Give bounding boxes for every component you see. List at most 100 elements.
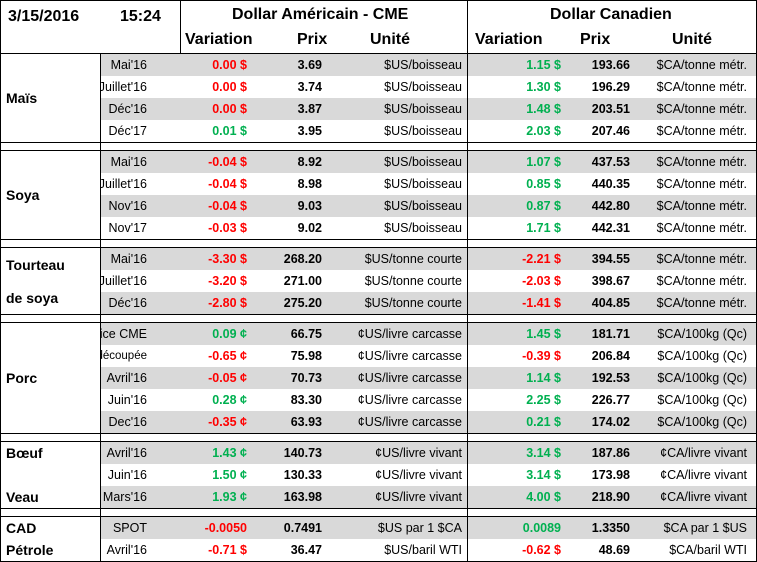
cad-price: 1.3350 bbox=[591, 521, 630, 535]
cad-unit: $CA/100kg (Qc) bbox=[657, 327, 747, 341]
group-label: Soya bbox=[6, 187, 40, 203]
usd-variation: -0.03 $ bbox=[208, 221, 247, 235]
cad-variation: 0.0089 bbox=[522, 521, 561, 535]
cad-variation: -2.21 $ bbox=[522, 252, 561, 266]
cad-section-title: Dollar Canadien bbox=[550, 6, 672, 23]
cad-price: 437.53 bbox=[591, 155, 630, 169]
usd-price: 268.20 bbox=[283, 252, 322, 266]
usd-variation: -0.65 ¢ bbox=[208, 349, 247, 363]
usd-price: 8.92 bbox=[297, 155, 322, 169]
row-shading bbox=[100, 248, 757, 270]
contract-label: Juillet'16 bbox=[100, 274, 147, 288]
usd-price: 3.95 bbox=[297, 124, 322, 138]
row-shading bbox=[100, 442, 757, 464]
usd-price: 130.33 bbox=[283, 468, 322, 482]
usd-col-prix: Prix bbox=[297, 31, 328, 48]
cad-price: 218.90 bbox=[591, 490, 630, 504]
group-label: Bœuf bbox=[6, 445, 43, 461]
cad-price: 226.77 bbox=[591, 393, 630, 407]
cad-price: 398.67 bbox=[591, 274, 630, 288]
cad-variation: 1.48 $ bbox=[526, 102, 561, 116]
contract-label: Juin'16 bbox=[107, 393, 147, 407]
cad-price: 207.46 bbox=[591, 124, 630, 138]
group-separator bbox=[0, 433, 757, 434]
usd-price: 8.98 bbox=[297, 177, 322, 191]
cad-price: 174.02 bbox=[591, 415, 630, 429]
usd-variation: -0.71 $ bbox=[208, 543, 247, 557]
usd-variation: -2.80 $ bbox=[208, 296, 247, 310]
contract-label: Déc'17 bbox=[108, 124, 147, 138]
contract-label: Carcasse découpée bbox=[100, 350, 147, 362]
cad-unit: $CA/baril WTI bbox=[669, 543, 747, 557]
cad-variation: 3.14 $ bbox=[526, 446, 561, 460]
usd-unit: $US/boisseau bbox=[384, 221, 462, 235]
group-label: Veau bbox=[6, 489, 39, 505]
usd-unit: ¢US/livre carcasse bbox=[357, 327, 462, 341]
cad-unit: $CA/tonne métr. bbox=[656, 221, 747, 235]
cad-variation: -1.41 $ bbox=[522, 296, 561, 310]
contract-label: Déc'16 bbox=[108, 102, 147, 116]
usd-variation: 0.01 $ bbox=[212, 124, 247, 138]
contract-label: Avril'16 bbox=[106, 371, 147, 385]
usd-unit: $US/tonne courte bbox=[364, 274, 462, 288]
cad-unit: $CA/tonne métr. bbox=[656, 296, 747, 310]
group-separator bbox=[0, 53, 757, 54]
usd-unit: ¢US/livre carcasse bbox=[357, 371, 462, 385]
cad-unit: $CA/tonne métr. bbox=[656, 58, 747, 72]
cad-unit: $CA/100kg (Qc) bbox=[657, 393, 747, 407]
cad-price: 192.53 bbox=[591, 371, 630, 385]
table-border-left bbox=[0, 0, 1, 562]
cad-variation: 4.00 $ bbox=[526, 490, 561, 504]
group-separator bbox=[0, 508, 757, 509]
usd-unit: ¢US/livre vivant bbox=[375, 446, 462, 460]
cad-unit: $CA/tonne métr. bbox=[656, 252, 747, 266]
cad-unit: $CA/tonne métr. bbox=[656, 177, 747, 191]
usd-variation: -3.30 $ bbox=[208, 252, 247, 266]
group-separator bbox=[0, 247, 757, 248]
cad-unit: $CA/tonne métr. bbox=[656, 199, 747, 213]
cad-price: 173.98 bbox=[591, 468, 630, 482]
usd-unit: ¢US/livre carcasse bbox=[357, 415, 462, 429]
row-shading bbox=[100, 54, 757, 76]
group-label: Tourteau bbox=[6, 256, 65, 273]
usd-variation: 0.00 $ bbox=[212, 102, 247, 116]
cad-price: 206.84 bbox=[591, 349, 630, 363]
usd-section-title: Dollar Américain - CME bbox=[232, 6, 409, 23]
cad-price: 193.66 bbox=[591, 58, 630, 72]
cad-variation: 2.25 $ bbox=[526, 393, 561, 407]
contract-label: Mai'16 bbox=[110, 252, 147, 266]
usd-price: 3.74 bbox=[297, 80, 322, 94]
cad-variation: 1.30 $ bbox=[526, 80, 561, 94]
usd-variation: 1.43 ¢ bbox=[212, 446, 247, 460]
row-shading bbox=[100, 195, 757, 217]
cad-variation: 0.21 $ bbox=[526, 415, 561, 429]
usd-price: 9.03 bbox=[297, 199, 322, 213]
cad-unit: $CA/100kg (Qc) bbox=[657, 349, 747, 363]
usd-price: 0.7491 bbox=[283, 521, 322, 535]
cad-variation: 0.85 $ bbox=[526, 177, 561, 191]
usd-price: 275.20 bbox=[283, 296, 322, 310]
cad-price: 48.69 bbox=[598, 543, 630, 557]
usd-unit: $US/boisseau bbox=[384, 58, 462, 72]
usd-variation: -0.04 $ bbox=[208, 177, 247, 191]
row-shading bbox=[100, 367, 757, 389]
cad-unit: $CA/100kg (Qc) bbox=[657, 415, 747, 429]
cad-variation: 1.15 $ bbox=[526, 58, 561, 72]
usd-price: 66.75 bbox=[290, 327, 322, 341]
divider-header bbox=[180, 0, 181, 53]
contract-label: Mai'16 bbox=[110, 58, 147, 72]
contract-label: Avril'16 bbox=[106, 446, 147, 460]
usd-unit: $US par 1 $CA bbox=[377, 521, 462, 535]
group-separator bbox=[0, 516, 757, 517]
usd-unit: $US/boisseau bbox=[384, 124, 462, 138]
row-shading bbox=[100, 151, 757, 173]
usd-price: 75.98 bbox=[290, 349, 322, 363]
cad-variation: 1.71 $ bbox=[526, 221, 561, 235]
usd-unit: ¢US/livre carcasse bbox=[357, 393, 462, 407]
cad-col-variation: Variation bbox=[475, 31, 543, 48]
usd-variation: 0.09 ¢ bbox=[212, 327, 247, 341]
cad-unit: $CA/tonne métr. bbox=[656, 124, 747, 138]
cad-unit: $CA/tonne métr. bbox=[656, 155, 747, 169]
cad-unit: $CA/tonne métr. bbox=[656, 80, 747, 94]
